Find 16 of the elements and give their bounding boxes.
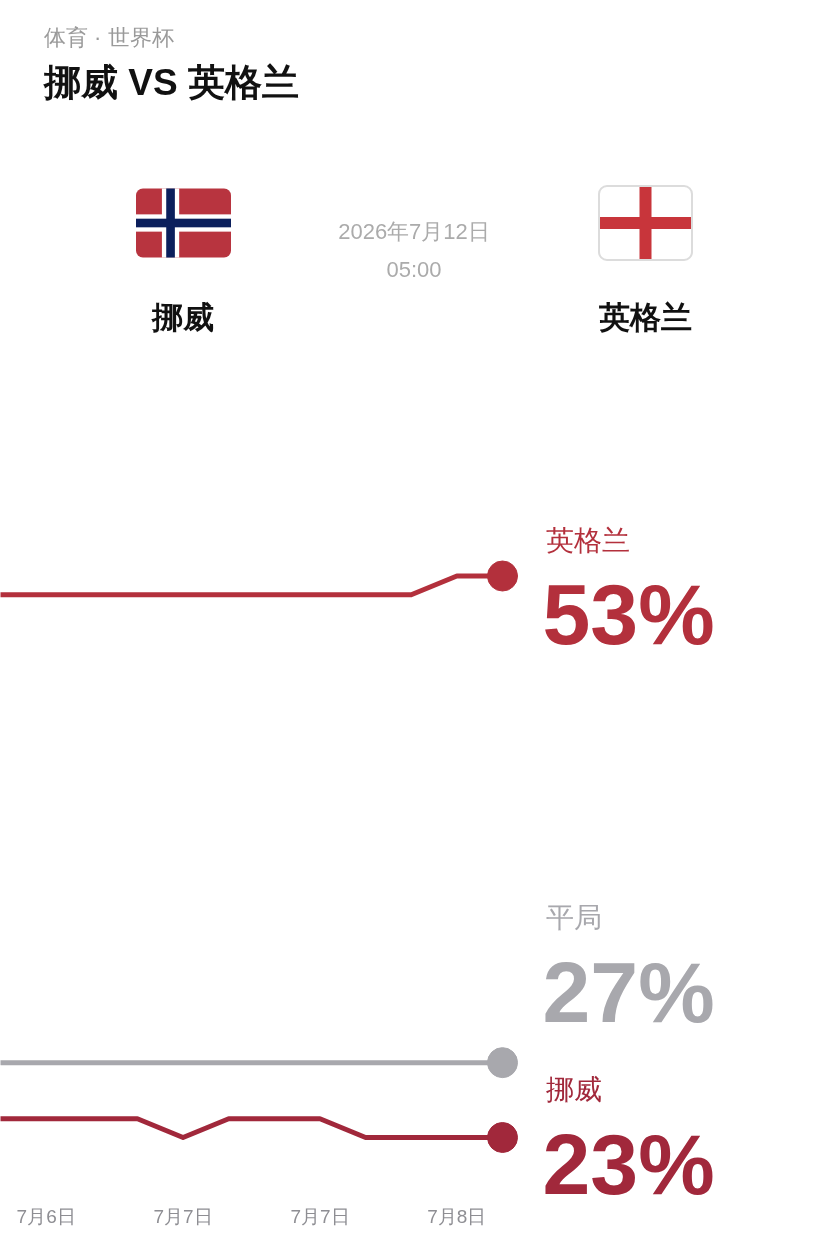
text: 挪威	[150, 299, 215, 337]
text: 05:00	[385, 257, 443, 284]
text: 平局	[545, 902, 602, 933]
text: 2026年7月12日	[337, 219, 491, 246]
data-label: 53%	[542, 566, 715, 662]
series-label: 英格兰	[545, 524, 630, 556]
series-label: 挪威	[545, 1074, 602, 1105]
chart-subtitle: 体育 · 世界杯	[44, 25, 174, 52]
chart-title: 挪威 VS 英格兰	[44, 61, 299, 105]
x-tick-label: 7月6日	[16, 1205, 76, 1227]
text: 英格兰	[597, 299, 693, 337]
x-tick-label: 7月7日	[290, 1205, 350, 1227]
x-tick-label: 7月8日	[427, 1205, 487, 1227]
data-label: 27%	[542, 943, 715, 1040]
x-tick-label: 7月7日	[153, 1205, 213, 1227]
data-label: 23%	[542, 1115, 715, 1212]
